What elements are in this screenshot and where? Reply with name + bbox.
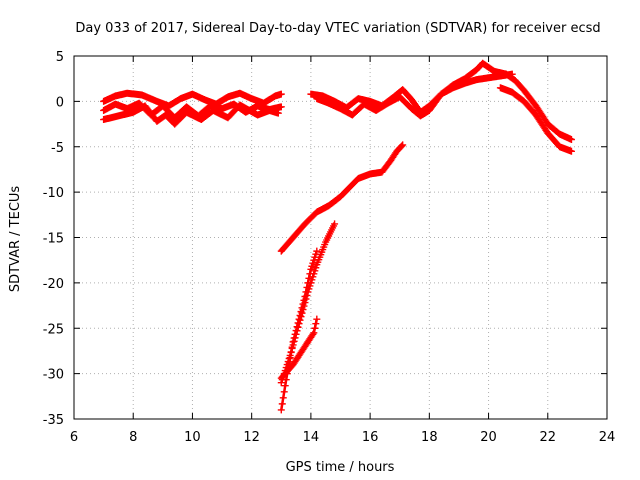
x-tick-label: 10 <box>184 430 201 445</box>
x-tick-label: 20 <box>480 430 497 445</box>
series-arc-7 <box>277 141 407 255</box>
y-axis-label: SDTVAR / TECUs <box>8 186 23 293</box>
y-tick-label: -15 <box>43 232 64 247</box>
x-tick-label: 16 <box>362 430 379 445</box>
series-markers <box>277 220 339 387</box>
x-axis-label: GPS time / hours <box>286 460 395 475</box>
y-tick-label: -35 <box>43 413 64 428</box>
x-tick-label: 22 <box>540 430 557 445</box>
series-markers <box>313 59 575 143</box>
series-markers <box>100 101 282 128</box>
y-tick-label: -25 <box>43 322 64 337</box>
series-arc-5 <box>313 59 575 143</box>
x-tick-label: 8 <box>129 430 137 445</box>
x-tick-label: 14 <box>303 430 320 445</box>
y-tick-label: -30 <box>43 368 64 383</box>
series-arc-10 <box>277 315 321 382</box>
series-arc-3 <box>100 101 282 128</box>
x-tick-label: 18 <box>421 430 438 445</box>
x-tick-label: 12 <box>243 430 260 445</box>
chart-title: Day 033 of 2017, Sidereal Day-to-day VTE… <box>75 21 600 36</box>
axes: 6 8 10 12 14 16 18 20 22 24 5 0 -5 -10 -15 -20 -25 -30 -35 <box>43 50 616 445</box>
series-arc-9 <box>277 220 339 387</box>
y-tick-label: 5 <box>56 50 64 65</box>
x-tick-label: 6 <box>70 430 78 445</box>
series-markers <box>496 84 575 155</box>
y-tick-label: 0 <box>56 95 64 110</box>
series-markers <box>277 315 321 382</box>
y-tick-label: -10 <box>43 186 64 201</box>
y-tick-label: -20 <box>43 277 64 292</box>
grid <box>74 56 607 419</box>
plot-area <box>100 59 575 414</box>
series-markers <box>277 141 407 255</box>
x-tick-label: 24 <box>599 430 616 445</box>
y-tick-label: -5 <box>51 141 64 156</box>
series-arc-6 <box>496 84 575 155</box>
